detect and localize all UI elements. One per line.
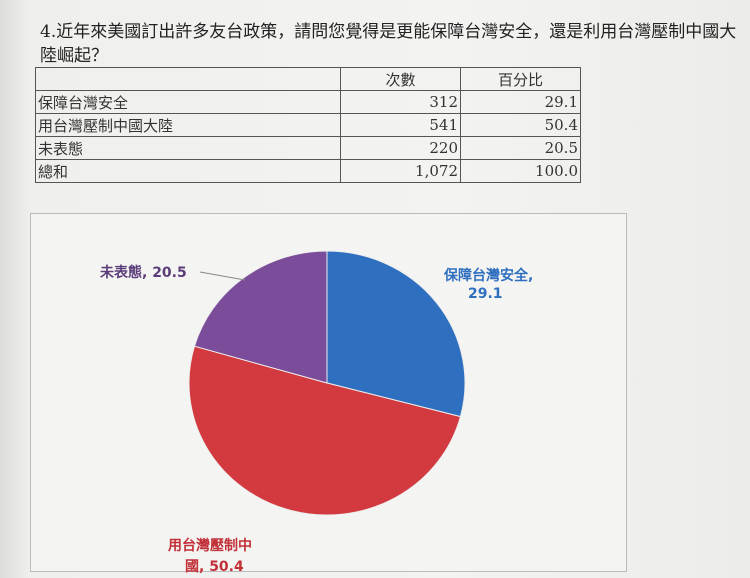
pie-slice-2 xyxy=(188,345,462,516)
count-cell: 1,072 xyxy=(340,159,461,183)
pie-slice-1 xyxy=(326,250,466,418)
label-blue-line2: 29.1 xyxy=(468,286,503,302)
percent-cell: 100.0 xyxy=(460,159,581,183)
label-purple: 未表態, 20.5 xyxy=(100,265,187,281)
table-row: 用台灣壓制中國大陸 541 50.4 xyxy=(35,113,581,137)
question-text: 4.近年來美國訂出許多友台政策，請問您覺得是更能保障台灣安全，還是利用台灣壓制中… xyxy=(40,22,737,66)
label-red-line2: 國, 50.4 xyxy=(185,559,244,575)
table-row: 未表態 220 20.5 xyxy=(35,136,581,160)
results-table: 次數 百分比 保障台灣安全 312 29.1 用台灣壓制中國大陸 541 50.… xyxy=(35,67,581,183)
row-label: 用台灣壓制中國大陸 xyxy=(35,113,341,137)
label-blue-line1: 保障台灣安全, xyxy=(444,268,534,284)
pie-slice-3 xyxy=(193,250,328,384)
table-row: 保障台灣安全 312 29.1 xyxy=(35,90,581,114)
row-label: 總和 xyxy=(35,159,341,183)
label-red-line1: 用台灣壓制中 xyxy=(168,538,252,554)
header-cell xyxy=(35,67,341,91)
leader-line xyxy=(199,271,246,281)
percent-cell: 29.1 xyxy=(460,90,581,114)
row-label: 保障台灣安全 xyxy=(35,90,341,114)
table-row: 總和 1,072 100.0 xyxy=(35,159,581,183)
